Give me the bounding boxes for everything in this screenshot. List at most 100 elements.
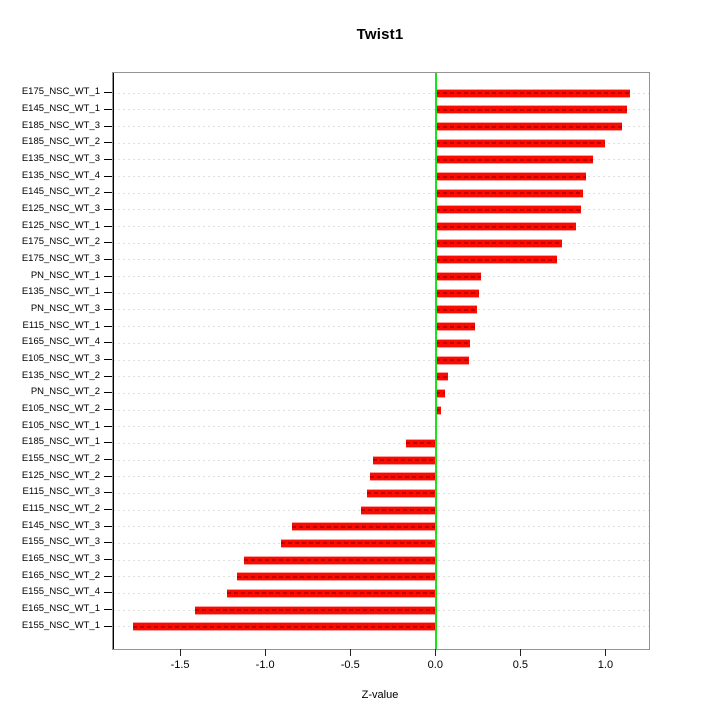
y-tick-mark bbox=[104, 142, 112, 144]
y-tick-label: E185_NSC_WT_3 bbox=[21, 119, 100, 131]
y-tick-label: PN_NSC_WT_2 bbox=[30, 386, 100, 398]
y-tick-label: E125_NSC_WT_2 bbox=[21, 469, 100, 481]
x-tick-label: 1.0 bbox=[597, 659, 614, 671]
bar-e115_nsc_wt_3 bbox=[366, 488, 437, 498]
bar-e115_nsc_wt_1 bbox=[436, 322, 476, 332]
y-tick-label: E175_NSC_WT_2 bbox=[21, 236, 100, 248]
bar-e115_nsc_wt_2 bbox=[361, 505, 437, 515]
bar-e125_nsc_wt_2 bbox=[369, 472, 437, 482]
gridline bbox=[113, 426, 649, 428]
y-tick-mark bbox=[104, 409, 112, 410]
bar-e165_nsc_wt_4 bbox=[436, 338, 471, 348]
y-tick-label: E135_NSC_WT_4 bbox=[21, 169, 100, 181]
x-tick-label: 0.0 bbox=[427, 659, 443, 671]
gridline bbox=[113, 226, 649, 228]
y-tick-mark bbox=[104, 225, 112, 227]
y-tick-label: E165_NSC_WT_4 bbox=[21, 336, 100, 348]
gridline bbox=[113, 92, 649, 94]
gridline bbox=[113, 409, 649, 411]
bar-e155_nsc_wt_1 bbox=[133, 622, 437, 632]
gridline bbox=[113, 159, 649, 161]
y-tick-label: E165_NSC_WT_1 bbox=[21, 603, 100, 615]
bar-e155_nsc_wt_3 bbox=[281, 538, 437, 548]
y-tick-mark bbox=[104, 392, 112, 394]
y-tick-mark bbox=[104, 592, 112, 594]
bar-e135_nsc_wt_1 bbox=[436, 288, 479, 298]
y-tick-label: E135_NSC_WT_2 bbox=[21, 369, 100, 381]
y-tick-mark bbox=[104, 292, 112, 294]
x-tick-label: -0.5 bbox=[340, 659, 360, 671]
gridline bbox=[113, 126, 649, 128]
zero-reference-line bbox=[435, 73, 438, 649]
bar-e175_nsc_wt_3 bbox=[436, 255, 558, 265]
gridline bbox=[113, 209, 649, 211]
gridline bbox=[113, 376, 649, 378]
y-tick-label: E185_NSC_WT_2 bbox=[21, 136, 100, 148]
gridline bbox=[113, 242, 649, 244]
gridline bbox=[113, 176, 649, 178]
gridline bbox=[113, 326, 649, 328]
y-tick-mark bbox=[104, 308, 112, 310]
gridline bbox=[113, 392, 649, 394]
y-tick-label: E175_NSC_WT_3 bbox=[21, 252, 100, 264]
y-axis-line bbox=[113, 73, 114, 649]
y-tick-label: E145_NSC_WT_3 bbox=[21, 519, 100, 531]
gridline bbox=[113, 292, 649, 294]
y-tick-mark bbox=[104, 425, 112, 427]
y-tick-mark bbox=[104, 242, 112, 244]
y-tick-mark bbox=[104, 492, 112, 494]
y-tick-label: E115_NSC_WT_1 bbox=[22, 319, 100, 331]
y-tick-mark bbox=[104, 509, 112, 511]
y-tick-mark bbox=[104, 192, 112, 194]
x-tick-mark bbox=[265, 649, 267, 656]
y-tick-mark bbox=[104, 158, 112, 160]
y-tick-mark bbox=[104, 108, 112, 110]
y-tick-mark bbox=[104, 275, 112, 277]
y-tick-mark bbox=[104, 442, 112, 444]
gridline bbox=[113, 142, 649, 144]
y-tick-mark bbox=[104, 92, 112, 94]
y-tick-label: E165_NSC_WT_2 bbox=[21, 569, 100, 581]
bar-pn_nsc_wt_1 bbox=[436, 272, 481, 282]
bar-e155_nsc_wt_2 bbox=[373, 455, 437, 465]
bar-pn_nsc_wt_3 bbox=[436, 305, 478, 315]
bar-e185_nsc_wt_2 bbox=[436, 138, 605, 148]
y-tick-label: PN_NSC_WT_3 bbox=[30, 302, 100, 314]
x-tick-mark bbox=[520, 649, 522, 656]
y-tick-label: E135_NSC_WT_1 bbox=[21, 286, 100, 298]
bar-e105_nsc_wt_3 bbox=[436, 355, 469, 365]
y-tick-mark bbox=[104, 609, 112, 611]
y-tick-mark bbox=[104, 542, 112, 544]
gridline bbox=[113, 359, 649, 361]
y-tick-mark bbox=[104, 208, 112, 210]
y-tick-label: E105_NSC_WT_1 bbox=[21, 419, 100, 431]
gridline bbox=[113, 192, 649, 194]
y-tick-label: E145_NSC_WT_2 bbox=[21, 186, 100, 198]
x-tick-mark bbox=[350, 649, 352, 656]
x-tick-mark bbox=[180, 649, 182, 656]
y-tick-mark bbox=[104, 342, 112, 344]
plot-area bbox=[112, 72, 650, 650]
y-tick-label: E125_NSC_WT_1 bbox=[21, 219, 100, 231]
chart-title: Twist1 bbox=[356, 26, 404, 43]
y-tick-label: E135_NSC_WT_3 bbox=[21, 152, 100, 164]
bar-pn_nsc_wt_2 bbox=[436, 388, 445, 398]
y-tick-mark bbox=[104, 375, 112, 377]
x-tick-mark bbox=[605, 649, 607, 656]
x-axis-title: Z-value bbox=[361, 689, 399, 701]
gridline bbox=[113, 259, 649, 261]
y-tick-label: PN_NSC_WT_1 bbox=[30, 269, 100, 281]
bar-e145_nsc_wt_1 bbox=[436, 105, 627, 115]
y-tick-label: E115_NSC_WT_2 bbox=[22, 503, 100, 515]
y-tick-label: E155_NSC_WT_2 bbox=[21, 453, 100, 465]
bar-e185_nsc_wt_3 bbox=[436, 122, 622, 132]
y-tick-mark bbox=[104, 258, 112, 260]
y-tick-label: E155_NSC_WT_3 bbox=[21, 536, 100, 548]
bar-e175_nsc_wt_2 bbox=[436, 238, 563, 248]
gridline bbox=[113, 109, 649, 111]
y-tick-label: E155_NSC_WT_1 bbox=[21, 619, 100, 631]
y-tick-mark bbox=[104, 559, 112, 561]
bar-e185_nsc_wt_1 bbox=[405, 438, 437, 448]
bar-e175_nsc_wt_1 bbox=[436, 88, 631, 98]
